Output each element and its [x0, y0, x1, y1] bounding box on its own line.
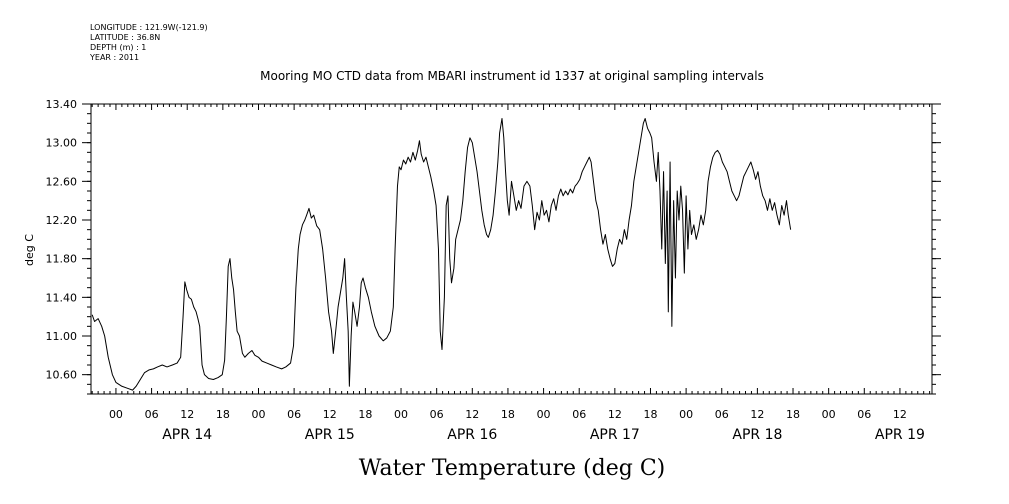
x-hour-tick-label: 00 — [537, 408, 551, 421]
x-axis: 00 06 12 18 00 06 12 18 00 06 12 18 00 06 12 18 00 06 12 18… — [109, 408, 925, 443]
y-tick-label: 12.20 — [46, 214, 78, 227]
x-day-label: APR 18 — [732, 427, 782, 443]
y-axis-label: deg C — [23, 234, 36, 266]
x-hour-tick-label: 00 — [109, 408, 123, 421]
chart-title: Mooring MO CTD data from MBARI instrumen… — [260, 69, 764, 83]
x-hour-tick-label: 12 — [180, 408, 194, 421]
x-axis-label: Water Temperature (deg C) — [359, 456, 666, 481]
y-tick-label: 10.60 — [46, 369, 78, 382]
y-axis: 10.60 11.00 11.40 11.80 12.20 12.60 13.00 13.40 — [46, 98, 941, 395]
x-hour-tick-label: 00 — [394, 408, 408, 421]
x-hour-tick-label: 18 — [786, 408, 800, 421]
x-hour-tick-label: 18 — [501, 408, 515, 421]
x-hour-tick-label: 06 — [287, 408, 301, 421]
x-hour-tick-label: 18 — [358, 408, 372, 421]
x-day-label: APR 19 — [875, 427, 925, 443]
x-hour-tick-label: 18 — [643, 408, 657, 421]
x-hour-tick-label: 06 — [857, 408, 871, 421]
meta-year: YEAR : 2011 — [89, 53, 139, 62]
x-day-label: APR 17 — [590, 427, 640, 443]
x-hour-tick-label: 18 — [216, 408, 230, 421]
y-tick-label: 11.80 — [46, 253, 78, 266]
x-hour-tick-label: 12 — [323, 408, 337, 421]
x-hour-tick-label: 06 — [430, 408, 444, 421]
y-tick-label: 11.40 — [46, 291, 78, 304]
meta-longitude: LONGITUDE : 121.9W(-121.9) — [90, 23, 208, 32]
x-hour-tick-label: 12 — [750, 408, 764, 421]
y-tick-label: 11.00 — [46, 330, 78, 343]
x-hour-tick-label: 06 — [572, 408, 586, 421]
minor-ticks — [91, 104, 931, 394]
x-hour-tick-label: 00 — [251, 408, 265, 421]
x-day-label: APR 16 — [447, 427, 497, 443]
x-hour-tick-label: 06 — [145, 408, 159, 421]
meta-depth: DEPTH (m) : 1 — [90, 43, 146, 52]
series-layer — [91, 118, 792, 391]
x-hour-tick-label: 12 — [893, 408, 907, 421]
meta-latitude: LATITUDE : 36.8N — [90, 33, 160, 42]
x-hour-tick-label: 00 — [679, 408, 693, 421]
x-day-label: APR 14 — [162, 427, 212, 443]
x-hour-tick-label: 12 — [465, 408, 479, 421]
y-tick-label: 13.00 — [46, 137, 78, 150]
plot-frame — [90, 103, 933, 395]
temperature-series-line — [91, 118, 792, 391]
x-hour-tick-label: 00 — [822, 408, 836, 421]
y-tick-label: 12.60 — [46, 175, 78, 188]
x-hour-tick-label: 06 — [715, 408, 729, 421]
y-tick-label: 13.40 — [46, 98, 78, 111]
metadata-block: LONGITUDE : 121.9W(-121.9) LATITUDE : 36… — [89, 23, 208, 62]
x-day-label: APR 15 — [305, 427, 355, 443]
x-hour-tick-label: 12 — [608, 408, 622, 421]
